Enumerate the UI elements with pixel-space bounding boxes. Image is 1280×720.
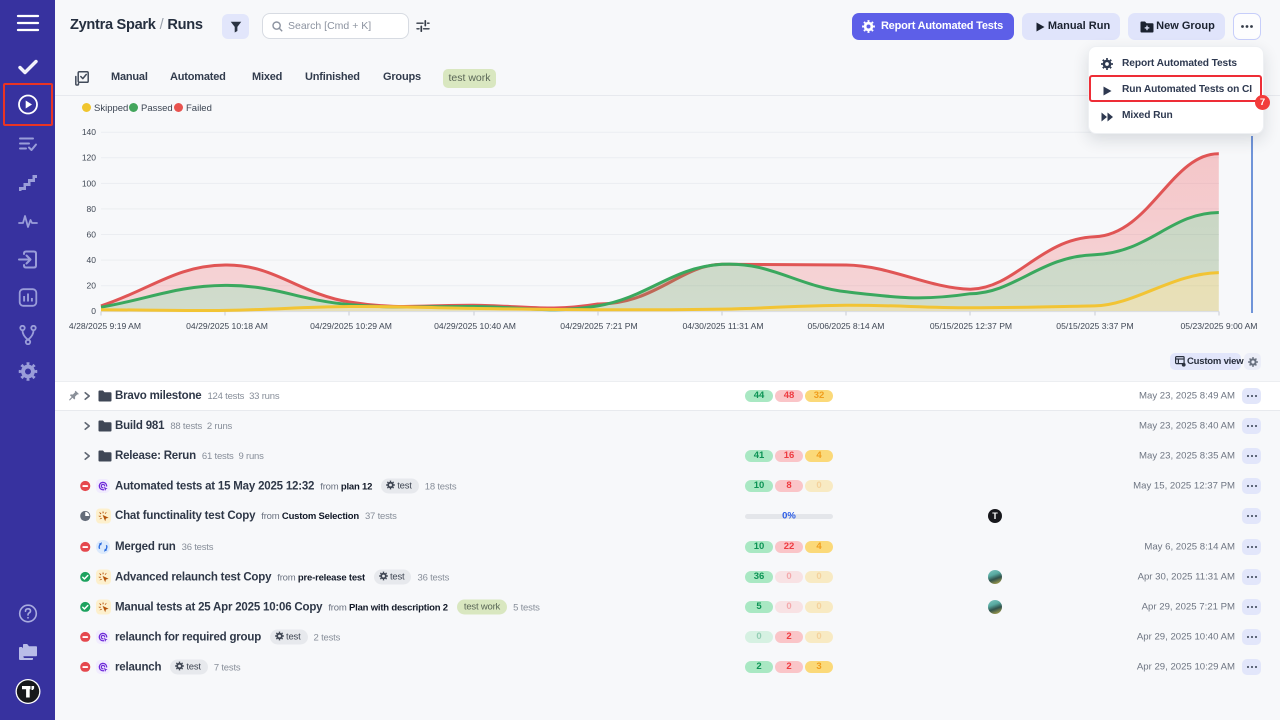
svg-text:20: 20 bbox=[87, 281, 97, 291]
svg-text:04/29/2025 10:18 AM: 04/29/2025 10:18 AM bbox=[186, 321, 268, 331]
svg-text:04/29/2025 10:40 AM: 04/29/2025 10:40 AM bbox=[434, 321, 516, 331]
svg-text:4/28/2025 9:19 AM: 4/28/2025 9:19 AM bbox=[69, 321, 141, 331]
svg-text:05/06/2025 8:14 AM: 05/06/2025 8:14 AM bbox=[808, 321, 885, 331]
svg-text:04/29/2025 10:29 AM: 04/29/2025 10:29 AM bbox=[310, 321, 392, 331]
svg-text:40: 40 bbox=[87, 255, 97, 265]
svg-text:05/15/2025 12:37 PM: 05/15/2025 12:37 PM bbox=[930, 321, 1012, 331]
svg-text:140: 140 bbox=[82, 127, 96, 137]
svg-text:05/15/2025 3:37 PM: 05/15/2025 3:37 PM bbox=[1056, 321, 1133, 331]
svg-text:04/29/2025 7:21 PM: 04/29/2025 7:21 PM bbox=[560, 321, 637, 331]
svg-text:80: 80 bbox=[87, 204, 97, 214]
svg-text:04/30/2025 11:31 AM: 04/30/2025 11:31 AM bbox=[682, 321, 763, 331]
svg-text:100: 100 bbox=[82, 178, 96, 188]
svg-text:05/23/2025 9:00 AM: 05/23/2025 9:00 AM bbox=[1181, 321, 1258, 331]
svg-text:120: 120 bbox=[82, 153, 96, 163]
svg-text:0: 0 bbox=[91, 306, 96, 316]
svg-text:60: 60 bbox=[87, 229, 97, 239]
